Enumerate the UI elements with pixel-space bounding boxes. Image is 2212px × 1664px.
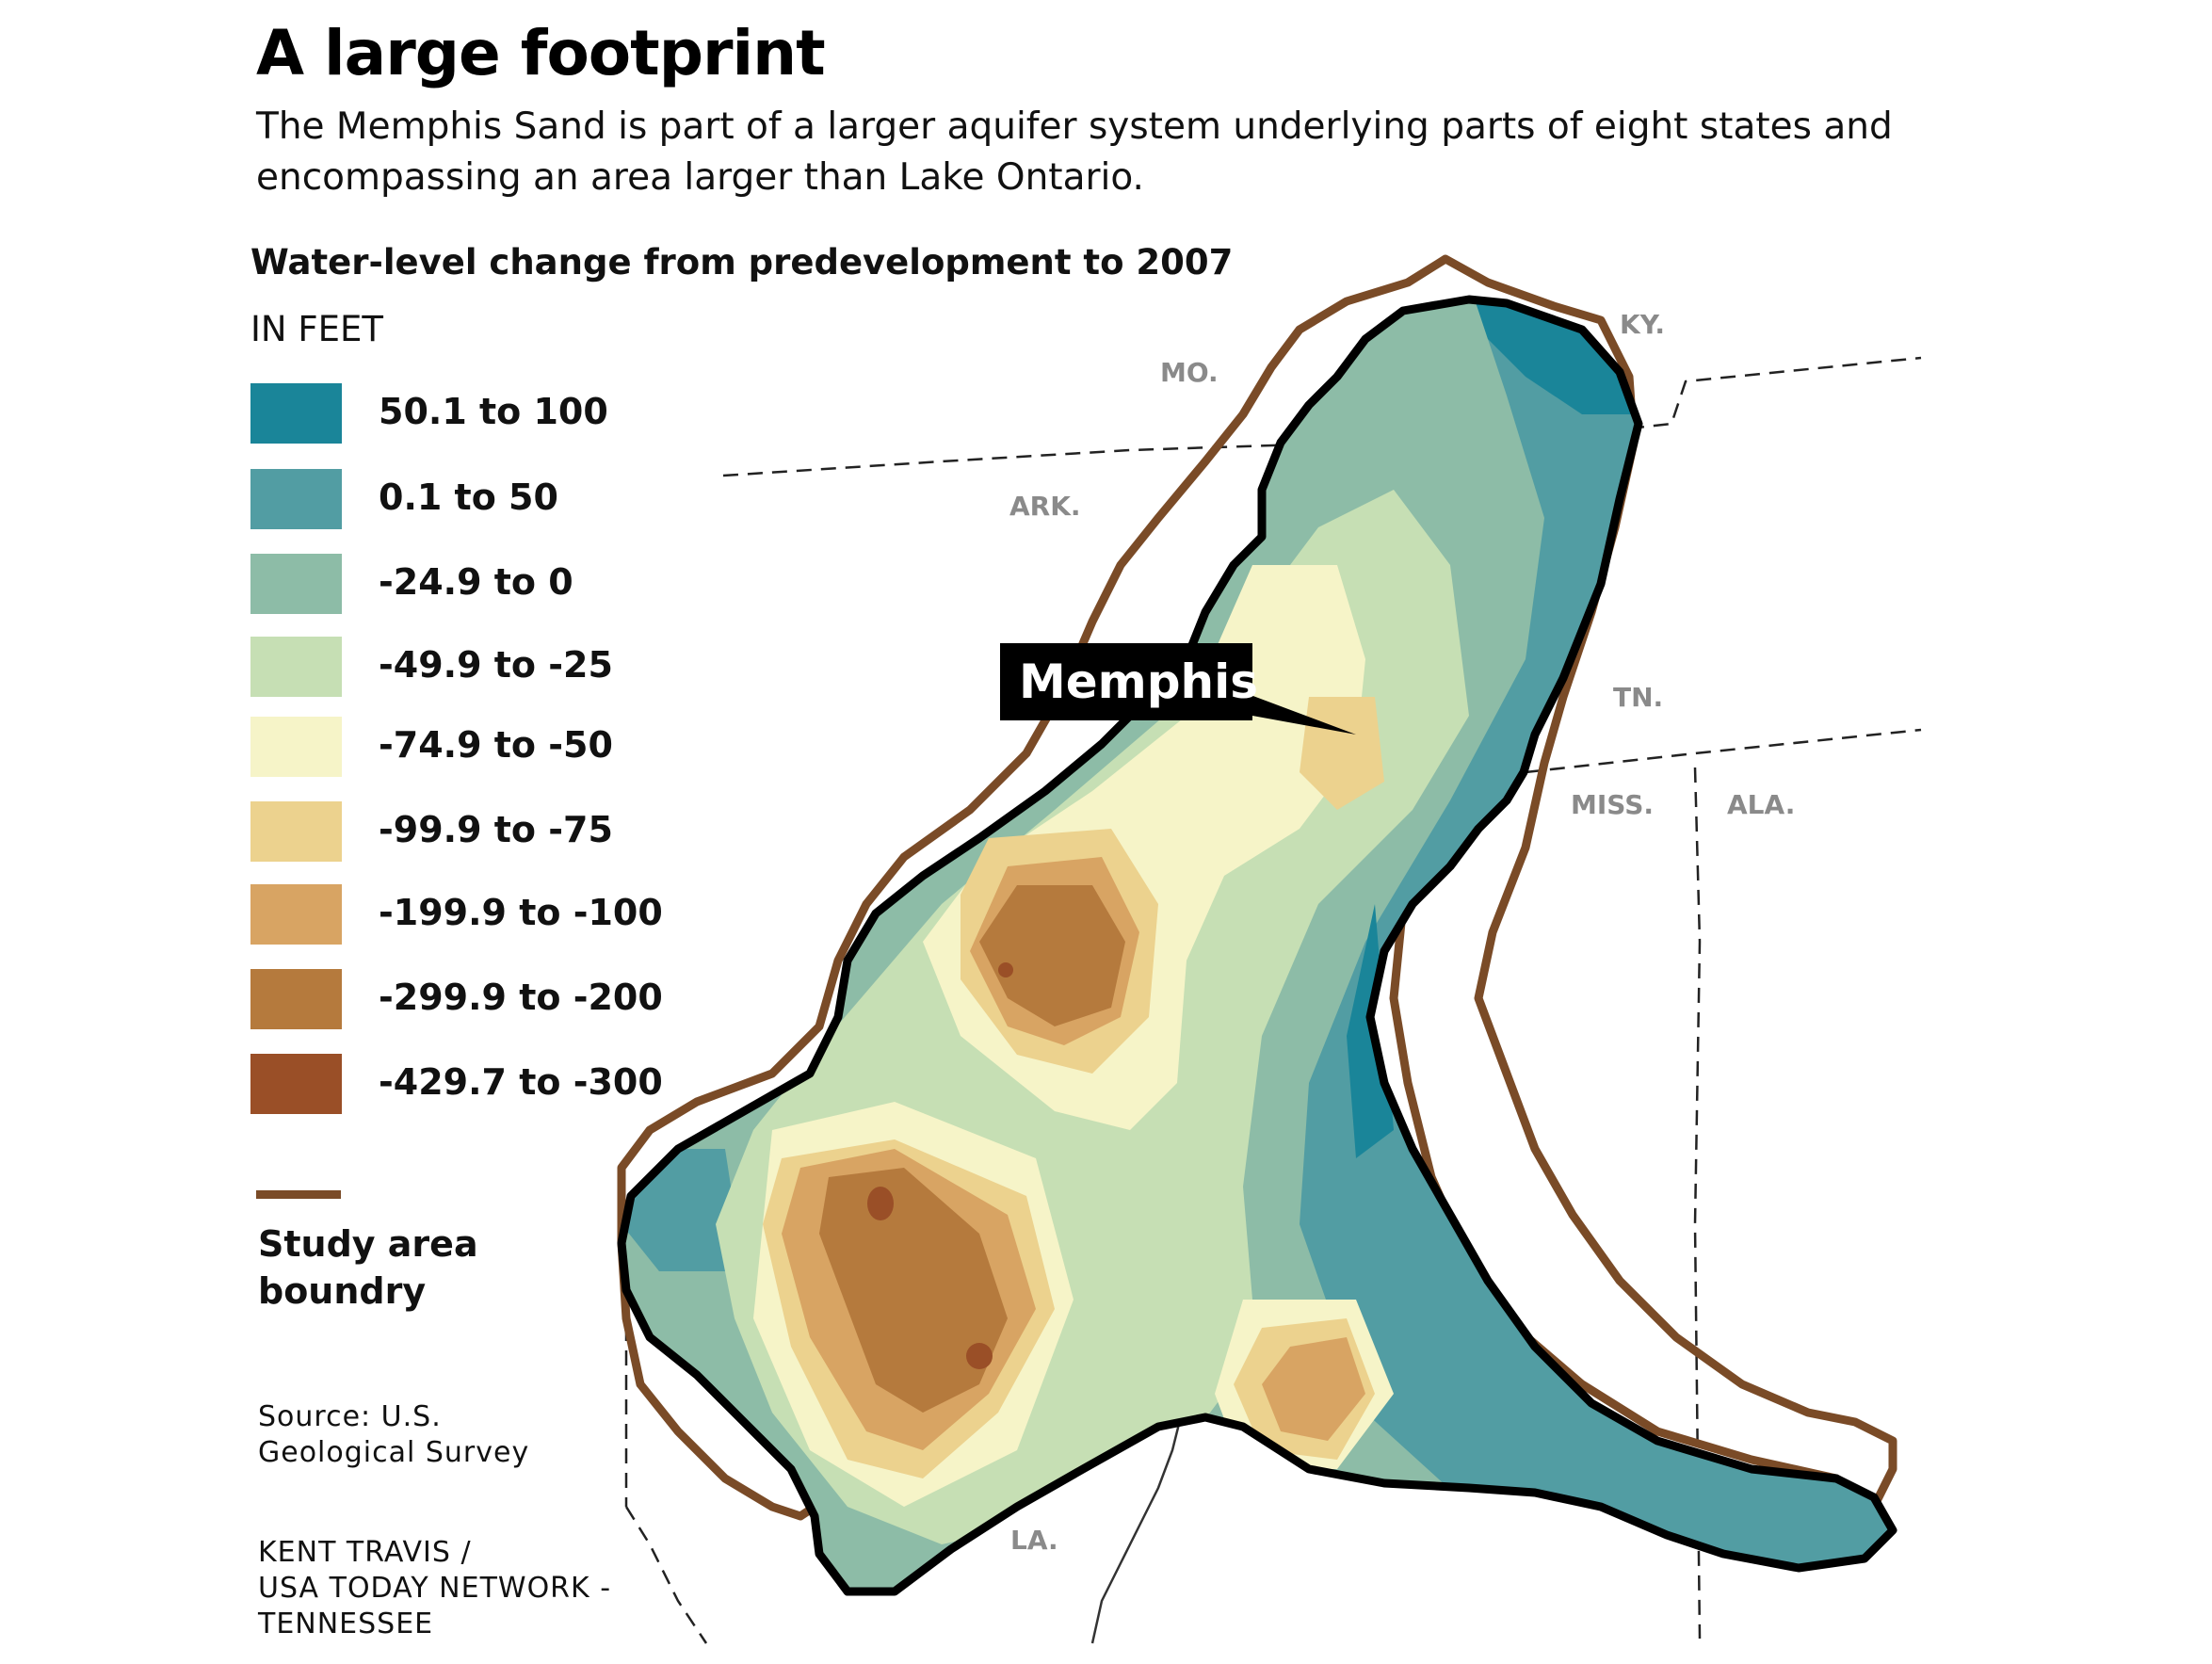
memphis-callout: Memphis xyxy=(1000,643,1356,735)
legend-item: -24.9 to 0 xyxy=(250,554,815,614)
legend-label: -49.9 to -25 xyxy=(379,644,613,686)
state-label-miss: MISS. xyxy=(1571,789,1654,820)
memphis-label: Memphis xyxy=(1019,654,1258,709)
legend-label: 50.1 to 100 xyxy=(379,391,608,432)
state-label-ark: ARK. xyxy=(1009,491,1081,522)
aquifer-outline xyxy=(617,295,1897,1596)
page-subtitle: The Memphis Sand is part of a larger aqu… xyxy=(256,105,1893,199)
state-label-la: LA. xyxy=(1010,1525,1058,1556)
state-label-tn: TN. xyxy=(1613,682,1663,713)
legend-label: -74.9 to -50 xyxy=(379,724,613,766)
legend-item: -49.9 to -25 xyxy=(250,637,815,697)
legend-swatch xyxy=(250,637,342,697)
boundary-line-swatch xyxy=(256,1190,341,1199)
legend-item: -199.9 to -100 xyxy=(250,884,815,945)
legend-label: 0.1 to 50 xyxy=(379,477,558,518)
legend-swatch xyxy=(250,554,342,614)
legend-swatch xyxy=(250,469,342,529)
source-note: Source: U.S. Geological Survey xyxy=(258,1400,530,1469)
legend-swatch xyxy=(250,801,342,862)
legend-units: IN FEET xyxy=(250,309,383,349)
page-title: A large footprint xyxy=(256,17,826,89)
legend-swatch xyxy=(250,717,342,777)
legend-swatch xyxy=(250,884,342,945)
legend-item: -99.9 to -75 xyxy=(250,801,815,862)
state-label-ala: ALA. xyxy=(1727,789,1795,820)
legend-title: Water-level change from predevelopment t… xyxy=(250,242,1234,283)
legend-swatch xyxy=(250,1054,342,1114)
state-label-mo: MO. xyxy=(1160,357,1219,388)
legend-item: -74.9 to -50 xyxy=(250,717,815,777)
legend-swatch xyxy=(250,383,342,444)
legend-item: -429.7 to -300 xyxy=(250,1054,815,1114)
boundary-label: Study area boundry xyxy=(258,1223,478,1312)
legend-label: -99.9 to -75 xyxy=(379,809,613,850)
legend-label: -24.9 to 0 xyxy=(379,561,573,603)
legend-item: 50.1 to 100 xyxy=(250,383,815,444)
legend-item: -299.9 to -200 xyxy=(250,969,815,1029)
state-label-ky: KY. xyxy=(1620,309,1665,340)
credit-note: KENT TRAVIS / USA TODAY NETWORK - TENNES… xyxy=(258,1536,612,1640)
legend-label: -429.7 to -300 xyxy=(379,1061,663,1103)
legend-label: -299.9 to -200 xyxy=(379,977,663,1018)
legend-label: -199.9 to -100 xyxy=(379,892,663,933)
legend-swatch xyxy=(250,969,342,1029)
legend-item: 0.1 to 50 xyxy=(250,469,815,529)
